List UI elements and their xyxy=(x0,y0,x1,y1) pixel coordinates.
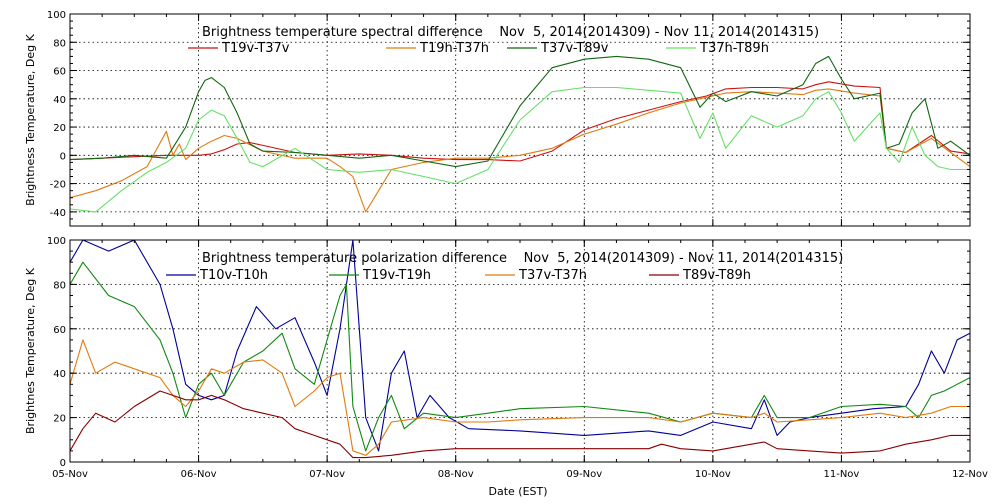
x-tick-label: 05-Nov xyxy=(52,469,88,480)
x-tick-label: 11-Nov xyxy=(823,469,859,480)
y-tick-label: 60 xyxy=(53,325,66,336)
series-line-T19v-T19h xyxy=(70,261,970,452)
x-tick-label: 09-Nov xyxy=(566,469,602,480)
y-tick-label: 40 xyxy=(53,369,66,380)
series-line-T37v-T89v xyxy=(70,55,970,168)
chart-title: Brightness temperature polarization diff… xyxy=(202,251,843,266)
x-tick-label: 06-Nov xyxy=(181,469,217,480)
series-line-T37h-T89h xyxy=(70,86,970,213)
legend-entry: T10v-T10h xyxy=(199,268,268,283)
y-tick-label: 80 xyxy=(53,38,66,49)
series-line-T19v-T37v xyxy=(70,81,970,162)
y-tick-label: -40 xyxy=(50,208,66,219)
legend-entry: T89v-T89h xyxy=(682,268,751,283)
y-axis-label: Brightness Temperature, Deg K xyxy=(24,33,37,205)
legend-entry: T37v-T37h xyxy=(518,268,587,283)
y-tick-label: 0 xyxy=(60,151,66,162)
y-tick-label: -20 xyxy=(50,180,66,191)
y-tick-label: 100 xyxy=(47,10,66,21)
series-group xyxy=(70,240,970,459)
y-tick-label: 80 xyxy=(53,280,66,291)
legend-entry: T19v-T19h xyxy=(362,268,431,283)
series-line-T89v-T89h xyxy=(70,390,970,459)
series-line-T37v-T37h xyxy=(70,339,970,456)
y-tick-label: 60 xyxy=(53,67,66,78)
y-tick-label: 100 xyxy=(47,236,66,247)
legend-entry: T37h-T89h xyxy=(699,41,769,56)
spectral-difference-panel: -40 -20 0 20 40 60 80 100 Brightness temperature… xyxy=(24,10,971,227)
series-line-T19h-T37h xyxy=(70,88,970,213)
y-axis-label: Brightnes Temperature, Deg K xyxy=(24,267,37,434)
chart-title: Brightness temperature spectral differen… xyxy=(202,25,819,40)
legend-entry: T19v-T37v xyxy=(221,41,290,56)
series-line-T10v-T10h xyxy=(70,240,970,452)
y-tick-label: 20 xyxy=(53,123,66,134)
series-group xyxy=(70,55,970,213)
y-tick-label: 40 xyxy=(53,95,66,106)
legend-entry: T37v-T89v xyxy=(540,41,609,56)
x-axis-label: Date (EST) xyxy=(488,485,547,498)
y-tick-label: 20 xyxy=(53,414,66,425)
x-tick-label: 12-Nov xyxy=(952,469,988,480)
x-tick-label: 08-Nov xyxy=(438,469,474,480)
x-tick-label: 07-Nov xyxy=(309,469,345,480)
legend-entry: T19h-T37h xyxy=(419,41,489,56)
y-tick-label: 0 xyxy=(60,458,66,469)
x-tick-label: 10-Nov xyxy=(695,469,731,480)
polarization-difference-panel: 0 20 40 60 80 100 05-Nov 06-Nov 07-Nov 08-Nov 09-N… xyxy=(24,236,988,480)
